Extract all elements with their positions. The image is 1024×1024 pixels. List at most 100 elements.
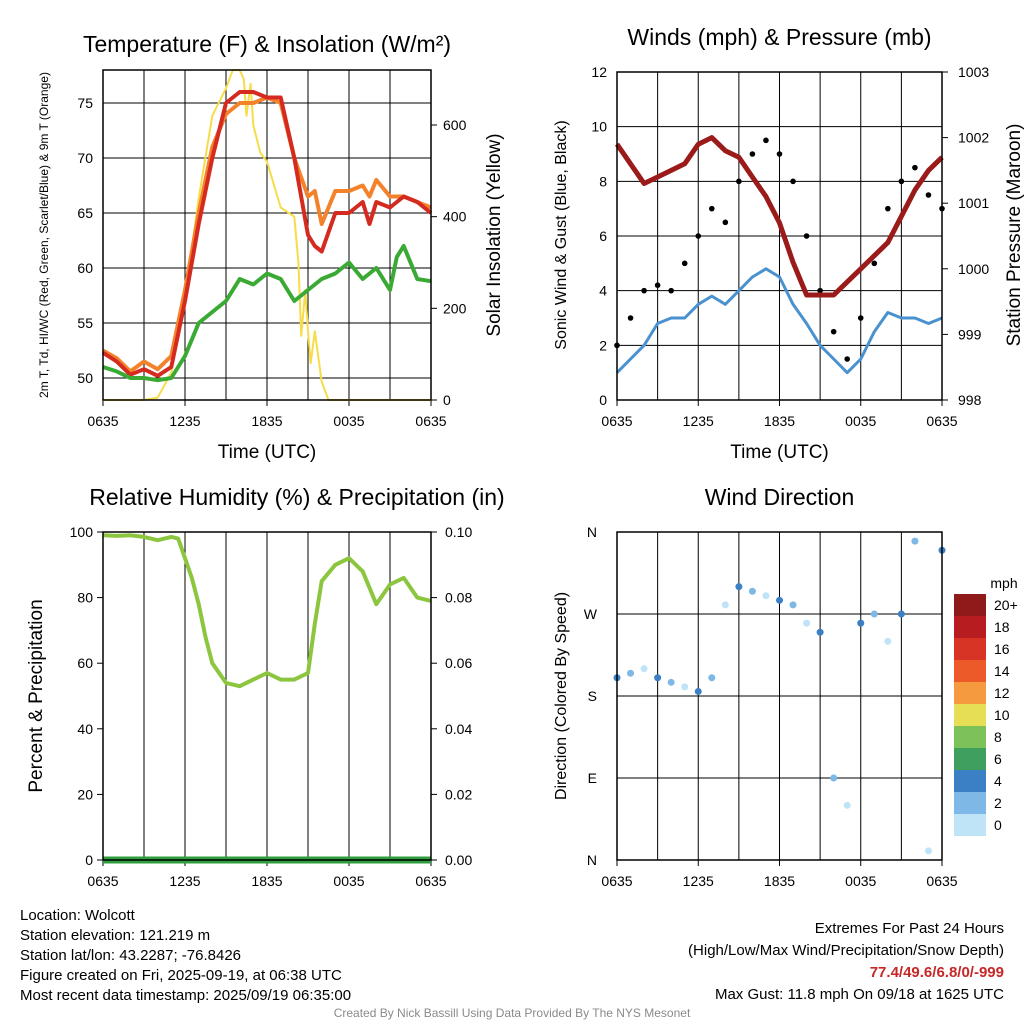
x-tick-label: 0035 (845, 873, 876, 889)
y-tick-label: 50 (77, 370, 93, 386)
colorbar-unit: mph (990, 575, 1017, 591)
y2-tick-label: 0 (443, 392, 451, 408)
y-tick-label: 40 (77, 721, 93, 737)
plot-border (616, 71, 943, 401)
gust-point (844, 356, 851, 362)
y2-tick-label: 0.02 (445, 786, 472, 802)
colorbar-swatch (954, 770, 986, 792)
y-tick-label: E (588, 770, 597, 786)
direction-point (748, 587, 756, 595)
x-tick-label: 0635 (415, 413, 446, 429)
y-tick-label: 12 (591, 64, 607, 80)
y-tick-label: 60 (77, 260, 93, 276)
gust-point (857, 315, 864, 321)
extremes-values: 77.4/49.6/6.8/0/-999 (869, 964, 1004, 981)
plot-border (102, 531, 432, 861)
y2-tick-label: 1002 (958, 130, 989, 146)
direction-point (735, 583, 743, 591)
y-tick-label: 60 (77, 655, 93, 671)
gust-point (668, 287, 674, 294)
direction-point (640, 665, 648, 673)
x-tick-label: 0635 (87, 413, 118, 429)
gust-point (912, 164, 918, 171)
colorbar-swatch (954, 660, 986, 682)
plot-border (102, 69, 432, 401)
station-info: Location: Wolcott Station elevation: 121… (20, 906, 351, 1006)
gust-point (925, 192, 932, 198)
gust-point (736, 178, 742, 185)
x-tick-label: 0635 (87, 873, 118, 889)
y2-tick-label: 0.04 (445, 721, 472, 737)
x-tick-label: 0635 (415, 873, 446, 889)
direction-point (803, 619, 811, 627)
colorbar-label: 18 (994, 619, 1010, 635)
y-tick-label: 6 (599, 228, 607, 244)
extremes-box: Extremes For Past 24 Hours (High/Low/Max… (688, 918, 1004, 1006)
colorbar-label: 14 (994, 663, 1010, 679)
x-tick-label: 1235 (169, 873, 200, 889)
y2-tick-label: 200 (443, 300, 467, 316)
gust-point (695, 233, 702, 239)
colorbar-swatch (954, 792, 986, 814)
y2-tick-label: 0.10 (445, 524, 472, 540)
colorbar-label: 0 (994, 817, 1002, 833)
chart-title: Wind Direction (705, 484, 855, 510)
direction-point (694, 687, 702, 695)
x-tick-label: 1835 (251, 413, 282, 429)
x-tick-label: 0035 (333, 413, 364, 429)
y-tick-label: 0 (599, 392, 607, 408)
direction-point (789, 601, 797, 609)
colorbar-swatch (954, 704, 986, 726)
direction-point (843, 801, 851, 809)
figure-created: Figure created on Fri, 2025-09-19, at 06… (20, 967, 342, 984)
plot-border (616, 531, 943, 861)
y-tick-label: 65 (77, 205, 93, 221)
y-tick-label: 100 (70, 524, 94, 540)
direction-point (911, 537, 919, 545)
y-tick-label: 75 (77, 95, 93, 111)
direction-point (884, 637, 892, 645)
gust-point (817, 287, 823, 294)
direction-point (681, 683, 689, 691)
x-tick-label: 0635 (601, 413, 632, 429)
y-tick-label: 2 (599, 337, 607, 353)
y-tick-label: W (584, 606, 598, 622)
direction-point (857, 619, 865, 627)
series-line (102, 533, 432, 689)
colorbar-label: 20+ (994, 597, 1018, 613)
y-tick-label: 80 (77, 590, 93, 606)
colorbar-label: 6 (994, 751, 1002, 767)
x-tick-label: 1835 (251, 873, 282, 889)
direction-point (654, 674, 662, 682)
direction-point (762, 592, 770, 600)
station-location: Location: Wolcott (20, 907, 135, 924)
y2-tick-label: 1003 (958, 64, 989, 80)
gust-point (898, 178, 905, 185)
colorbar-swatch (954, 682, 986, 704)
colorbar-label: 2 (994, 795, 1002, 811)
gust-point (885, 205, 891, 212)
y2-tick-label: 600 (443, 117, 467, 133)
y2-axis-label: Station Pressure (Maroon) (1004, 124, 1024, 347)
direction-point (870, 610, 878, 618)
colorbar-swatch (954, 814, 986, 836)
direction-point (708, 674, 716, 682)
direction-point (627, 669, 635, 677)
gust-point (708, 205, 715, 212)
y-axis-label: Sonic Wind & Gust (Blue, Black) (553, 120, 570, 349)
colorbar-swatch (954, 726, 986, 748)
chart-title: Temperature (F) & Insolation (W/m²) (83, 31, 451, 57)
x-axis-label: Time (UTC) (218, 442, 317, 463)
direction-point (667, 678, 675, 686)
direction-point (721, 601, 729, 609)
gust-point (749, 151, 756, 157)
direction-point (924, 847, 932, 855)
direction-point (897, 610, 905, 618)
x-tick-label: 0035 (845, 413, 876, 429)
x-tick-label: 1835 (764, 873, 795, 889)
y2-tick-label: 1000 (958, 261, 989, 277)
chart-title: Relative Humidity (%) & Precipitation (i… (89, 484, 504, 510)
direction-point (776, 596, 783, 604)
x-tick-label: 0635 (926, 873, 957, 889)
y-tick-label: N (587, 852, 597, 868)
